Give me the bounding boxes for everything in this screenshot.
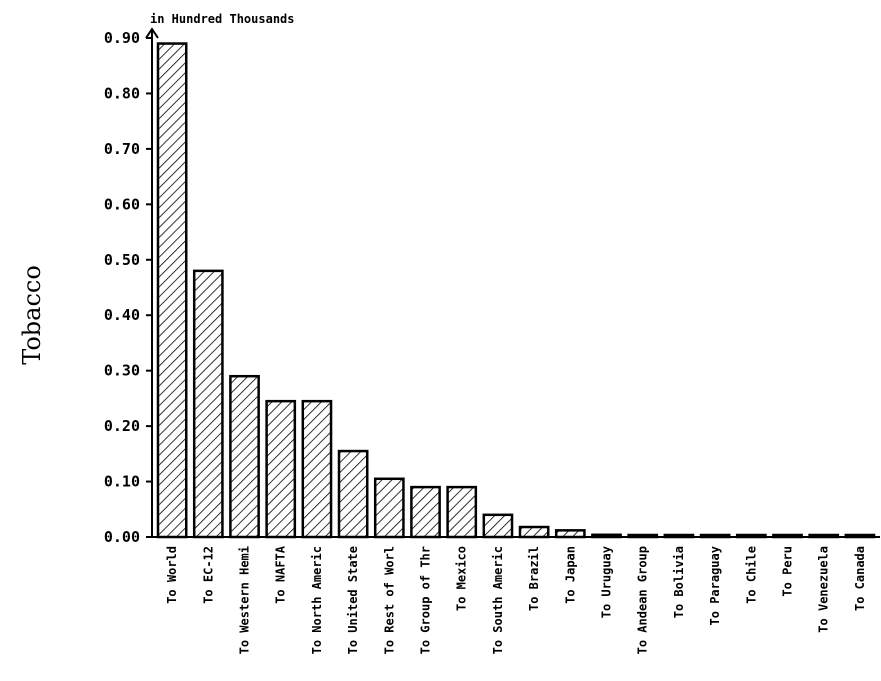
x-category-label: To Group of Thr: [419, 546, 433, 654]
x-category-label: To United State: [346, 546, 360, 654]
x-category-label: To Uruguay: [600, 546, 614, 618]
bar: [482, 513, 514, 539]
bar: [156, 42, 188, 539]
x-category-label: To Andean Group: [636, 546, 650, 654]
x-category-label: To EC-12: [201, 546, 215, 604]
bar: [301, 399, 333, 539]
y-axis-ticks: 0.00 0.10 0.20 0.30 0.40 0.50 0.60 0.70 0.80 0.90: [104, 29, 152, 546]
y-axis-arrow: [145, 27, 159, 39]
y-tick-label: 0.20: [104, 417, 140, 435]
x-category-label: To North Americ: [310, 546, 324, 654]
bar: [192, 269, 224, 539]
bar: [446, 485, 478, 539]
unit-label: in Hundred Thousands: [150, 12, 295, 26]
bar: [373, 477, 405, 539]
x-axis-labels: To World To EC-12 To Western Hemi To NAFTA T…: [165, 545, 867, 654]
x-category-label: To Chile: [744, 546, 758, 604]
x-category-label: To Rest of Worl: [382, 546, 396, 654]
y-tick-label: 0.50: [104, 251, 140, 269]
y-tick-label: 0.30: [104, 362, 140, 380]
y-tick-label: 0.00: [104, 528, 140, 546]
x-category-label: To World: [165, 546, 179, 604]
y-tick-label: 0.10: [104, 473, 140, 491]
x-category-label: To Bolivia: [672, 546, 686, 618]
x-category-label: To Western Hemi: [238, 546, 252, 654]
x-category-label: To Brazil: [527, 546, 541, 611]
x-category-label: To NAFTA: [274, 545, 288, 604]
y-tick-label: 0.40: [104, 306, 140, 324]
bars-group: [156, 42, 876, 539]
x-category-label: To Canada: [853, 546, 867, 611]
x-category-label: To Japan: [563, 546, 577, 604]
bar: [337, 449, 369, 539]
y-tick-label: 0.90: [104, 29, 140, 47]
y-tick-label: 0.70: [104, 140, 140, 158]
y-tick-label: 0.60: [104, 195, 140, 213]
bar: [410, 485, 441, 539]
x-category-label: To South Americ: [491, 546, 505, 654]
x-category-label: To Paraguay: [708, 546, 722, 625]
x-category-label: To Venezuela: [817, 546, 831, 633]
x-category-label: To Peru: [781, 546, 795, 597]
bar: [265, 399, 297, 539]
bar: [518, 525, 550, 539]
y-tick-label: 0.80: [104, 84, 140, 102]
bar: [229, 374, 260, 539]
y-axis-title: Tobacco: [18, 265, 46, 365]
x-category-label: To Mexico: [455, 546, 469, 611]
